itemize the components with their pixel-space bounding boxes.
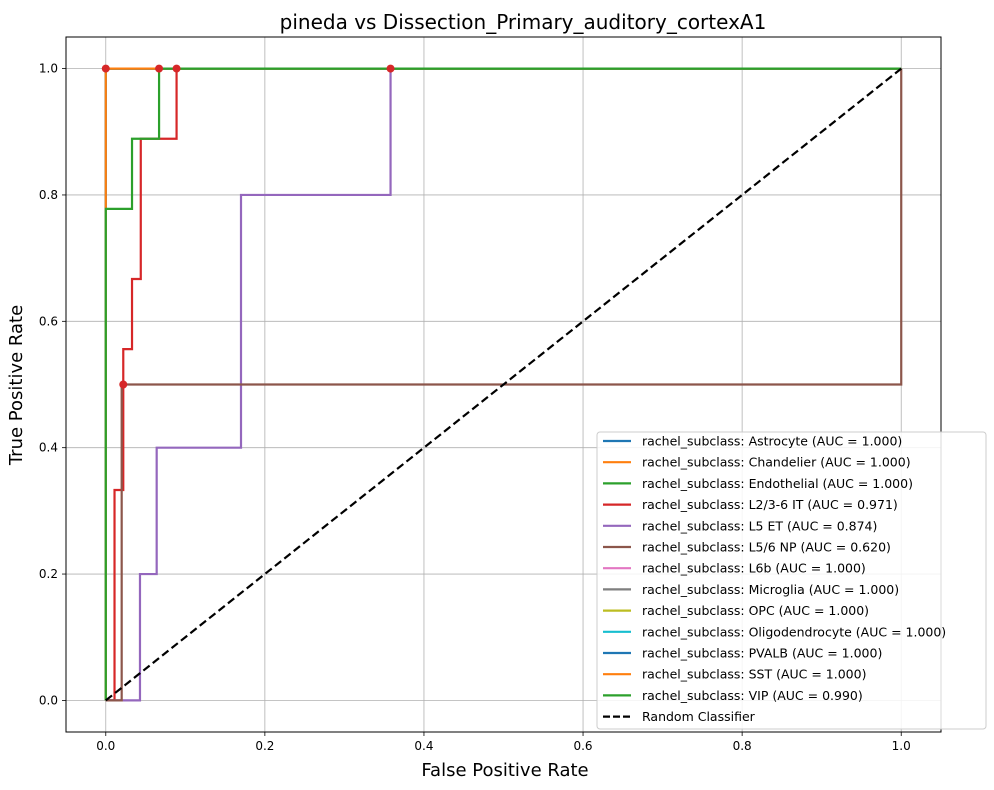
legend-label-10: rachel_subclass: PVALB (AUC = 1.000) xyxy=(642,646,882,661)
series-line-4 xyxy=(105,67,902,702)
legend-label-7: rachel_subclass: Microglia (AUC = 1.000) xyxy=(642,582,899,597)
legend-label-9: rachel_subclass: Oligodendrocyte (AUC = … xyxy=(642,624,946,639)
x-axis-label: False Positive Rate xyxy=(421,760,588,781)
legend-label-3: rachel_subclass: L2/3-6 IT (AUC = 0.971) xyxy=(642,497,898,512)
y-tick-label: 1.0 xyxy=(39,62,58,76)
legend-label-2: rachel_subclass: Endothelial (AUC = 1.00… xyxy=(642,476,913,491)
markers xyxy=(101,64,395,389)
threshold-marker-0 xyxy=(101,64,110,73)
series-line-3 xyxy=(105,67,902,702)
threshold-marker-2 xyxy=(172,64,181,73)
legend-label-6: rachel_subclass: L6b (AUC = 1.000) xyxy=(642,561,866,576)
y-tick-label: 0.8 xyxy=(39,188,58,202)
y-tick-label: 0.4 xyxy=(39,441,58,455)
legend-box xyxy=(596,431,987,730)
x-tick-label: 0.8 xyxy=(733,739,752,753)
legend: rachel_subclass: Astrocyte (AUC = 1.000)… xyxy=(596,431,987,730)
x-tick-label: 1.0 xyxy=(892,739,911,753)
x-tick-label: 0.6 xyxy=(573,739,592,753)
chart-title: pineda vs Dissection_Primary_auditory_co… xyxy=(280,10,767,34)
x-tick-label: 0.2 xyxy=(255,739,274,753)
legend-label-12: rachel_subclass: VIP (AUC = 0.990) xyxy=(642,688,863,703)
legend-label-4: rachel_subclass: L5 ET (AUC = 0.874) xyxy=(642,518,877,533)
legend-label-13: Random Classifier xyxy=(642,709,756,724)
legend-label-8: rachel_subclass: OPC (AUC = 1.000) xyxy=(642,603,869,618)
y-tick-label: 0.0 xyxy=(39,693,58,707)
legend-label-5: rachel_subclass: L5/6 NP (AUC = 0.620) xyxy=(642,540,891,555)
threshold-marker-3 xyxy=(386,64,395,73)
plot-frame xyxy=(65,36,942,733)
x-tick-label: 0.4 xyxy=(414,739,433,753)
ticks: 0.0 0.2 0.4 0.6 0.8 1.0 0.0 0.2 0.4 0.6 0.8 1.0 xyxy=(39,62,911,753)
x-tick-label: 0.0 xyxy=(96,739,115,753)
y-tick-label: 0.6 xyxy=(39,314,58,328)
threshold-marker-4 xyxy=(119,380,128,389)
legend-label-0: rachel_subclass: Astrocyte (AUC = 1.000) xyxy=(642,434,902,449)
threshold-marker-1 xyxy=(155,64,164,73)
legend-label-11: rachel_subclass: SST (AUC = 1.000) xyxy=(642,667,866,682)
y-tick-label: 0.2 xyxy=(39,567,58,581)
y-axis-label: True Positive Rate xyxy=(6,305,27,466)
legend-label-1: rachel_subclass: Chandelier (AUC = 1.000… xyxy=(642,455,911,470)
random-classifier-line xyxy=(105,67,902,702)
